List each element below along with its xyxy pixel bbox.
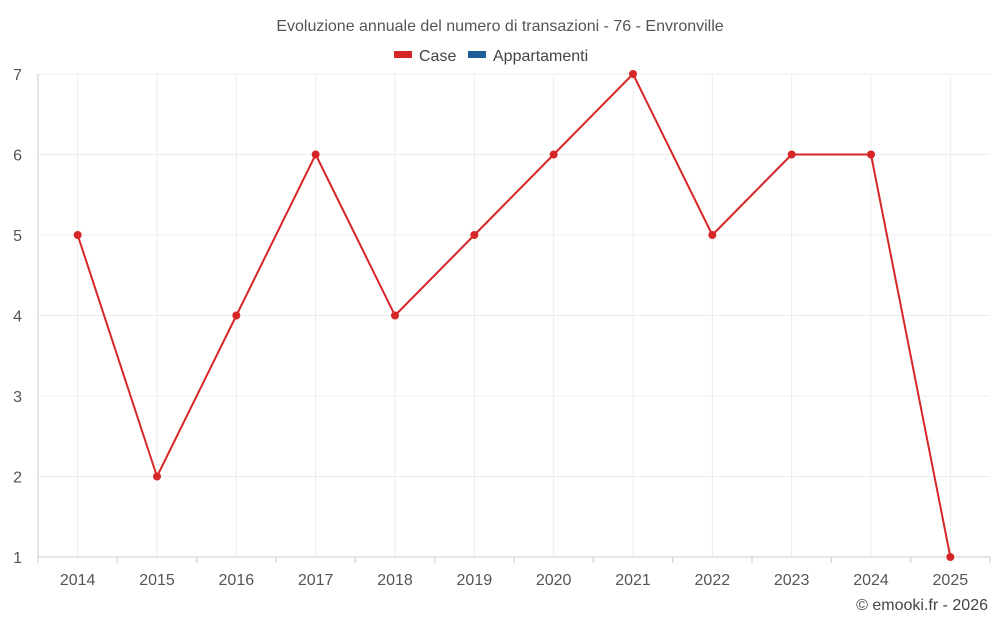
x-tick-label: 2019 [457, 572, 493, 589]
data-point-case[interactable] [946, 553, 955, 561]
x-tick-label: 2024 [853, 572, 889, 589]
x-tick-label: 2022 [695, 572, 731, 589]
x-tick-label: 2015 [139, 572, 175, 589]
data-point-case[interactable] [311, 150, 320, 159]
x-tick-label: 2021 [615, 572, 651, 589]
legend-item-appartamenti[interactable]: Appartamenti [468, 48, 588, 65]
data-point-case[interactable] [867, 150, 875, 159]
x-tick-label: 2020 [536, 572, 572, 589]
series-line-case [76, 73, 952, 558]
data-point-case[interactable] [73, 231, 82, 239]
data-point-case[interactable] [549, 150, 558, 159]
y-tick-label: 5 [13, 228, 22, 245]
data-point-case[interactable] [629, 70, 637, 78]
series-layer [73, 70, 955, 561]
x-tick-label: 2023 [774, 572, 810, 589]
y-tick-label: 6 [13, 148, 22, 165]
y-tick-label: 3 [13, 389, 22, 406]
y-tick-label: 4 [13, 309, 22, 326]
chart-title: Evoluzione annuale del numero di transaz… [276, 18, 723, 35]
legend-item-case[interactable]: Case [394, 48, 456, 65]
legend-swatch-case [394, 51, 412, 58]
legend-label-appartamenti: Appartamenti [493, 48, 588, 65]
legend-swatch-appartamenti [468, 51, 486, 58]
y-tick-label: 1 [13, 550, 22, 567]
x-tick-label: 2016 [219, 572, 255, 589]
x-tick-label: 2025 [933, 572, 969, 589]
y-tick-label: 7 [13, 67, 22, 84]
y-tick-label: 2 [13, 470, 22, 487]
x-tick-label: 2018 [377, 572, 413, 589]
axes: 1 2 3 4 5 6 7 2014 2015 2016 2017 2018 2019 2020 2021 2… [13, 67, 991, 589]
legend-label-case: Case [419, 48, 456, 65]
data-point-case[interactable] [787, 150, 796, 159]
credit-text: © emooki.fr - 2026 [856, 597, 988, 614]
data-point-case[interactable] [153, 472, 161, 481]
data-point-case[interactable] [232, 311, 241, 320]
data-point-case[interactable] [391, 311, 399, 320]
data-point-case[interactable] [708, 231, 717, 239]
legend: Case Appartamenti [394, 48, 588, 65]
x-tick-label: 2014 [60, 572, 96, 589]
x-tick-label: 2017 [298, 572, 334, 589]
grid [38, 73, 990, 557]
data-point-case[interactable] [470, 231, 479, 239]
